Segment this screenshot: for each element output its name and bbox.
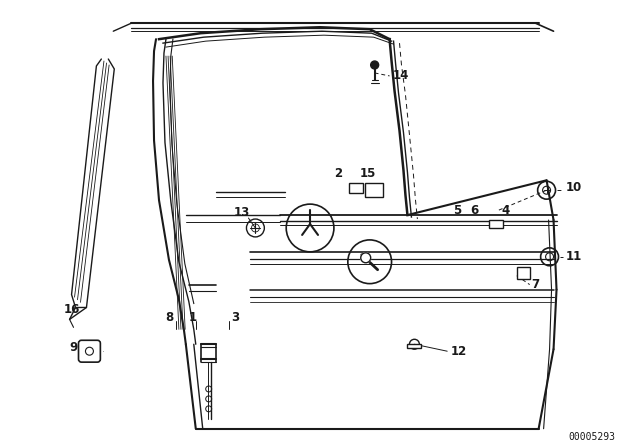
- Circle shape: [371, 61, 379, 69]
- Text: 9: 9: [70, 341, 78, 354]
- Text: 6: 6: [470, 203, 478, 216]
- Text: 16: 16: [63, 303, 80, 316]
- Text: 3: 3: [232, 311, 239, 324]
- FancyBboxPatch shape: [516, 267, 530, 279]
- Text: 12: 12: [451, 345, 467, 358]
- Text: 10: 10: [566, 181, 582, 194]
- Circle shape: [361, 253, 371, 263]
- Text: 1: 1: [189, 311, 197, 324]
- Text: 7: 7: [532, 278, 540, 291]
- Text: 14: 14: [392, 69, 409, 82]
- Text: 4: 4: [502, 203, 510, 216]
- Text: 5: 5: [453, 203, 461, 216]
- Text: 8: 8: [165, 311, 173, 324]
- Text: 00005293: 00005293: [568, 431, 616, 442]
- FancyBboxPatch shape: [365, 183, 383, 197]
- Text: 13: 13: [234, 206, 250, 219]
- Text: 11: 11: [566, 250, 582, 263]
- FancyBboxPatch shape: [349, 183, 363, 193]
- FancyBboxPatch shape: [408, 344, 421, 348]
- FancyBboxPatch shape: [489, 220, 503, 228]
- Text: 15: 15: [360, 167, 376, 180]
- FancyBboxPatch shape: [79, 340, 100, 362]
- Text: 2: 2: [334, 167, 342, 180]
